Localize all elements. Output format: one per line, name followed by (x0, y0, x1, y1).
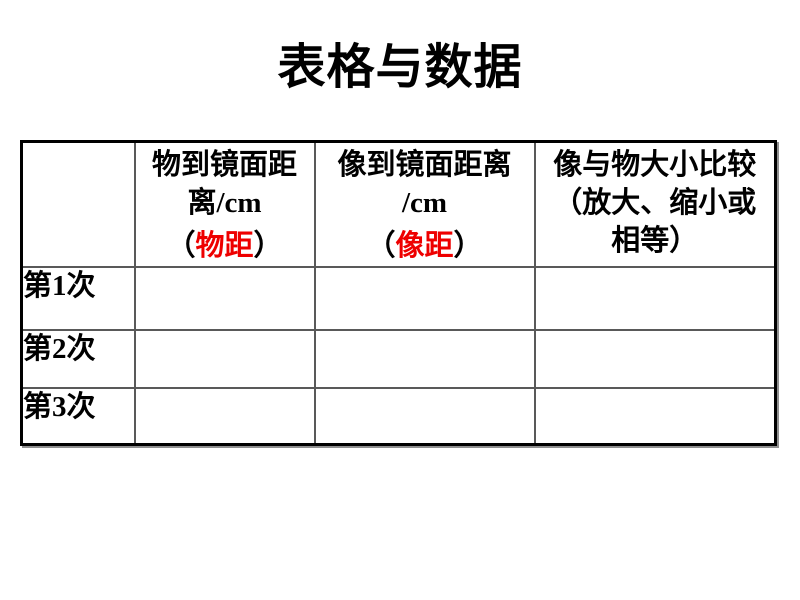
table-row-trial-2: 第2次 (20, 328, 777, 389)
header-image-distance: 像到镜面距离 /cm （像距） (313, 140, 536, 268)
object-distance-red-term: 物距 (195, 230, 254, 262)
header-object-distance-sublabel: （物距） (137, 227, 313, 265)
cell-trial-1-object-distance (133, 265, 316, 331)
cell-trial-3-object-distance (133, 386, 316, 446)
header-image-distance-sublabel: （像距） (317, 227, 533, 265)
row-label-trial-1: 第1次 (20, 265, 136, 331)
cell-trial-2-object-distance (133, 328, 316, 389)
row-label-trial-3: 第3次 (20, 386, 136, 446)
cell-trial-1-image-distance (313, 265, 536, 331)
cell-trial-2-image-distance (313, 328, 536, 389)
header-size-comparison-line2: （放大、缩小或 (553, 187, 757, 219)
experiment-data-table: 物到镜面距 离/cm （物距） 像到镜面距离 /cm （像距） 像与物大小比较 … (20, 140, 777, 446)
header-corner-cell (20, 140, 136, 268)
paren-close: ） (253, 230, 283, 262)
header-image-distance-line1: 像到镜面距离 (337, 149, 512, 181)
header-size-comparison-line3: 相等） (611, 225, 699, 257)
header-image-distance-line2: /cm (401, 187, 448, 219)
cell-trial-3-size-comparison (533, 386, 777, 446)
header-object-distance: 物到镜面距 离/cm （物距） (133, 140, 316, 268)
header-object-distance-line1: 物到镜面距 (151, 149, 297, 181)
row-label-trial-2: 第2次 (20, 328, 136, 389)
header-size-comparison: 像与物大小比较 （放大、缩小或 相等） (533, 140, 777, 268)
cell-trial-2-size-comparison (533, 328, 777, 389)
table-row-trial-1: 第1次 (20, 265, 777, 331)
cell-trial-3-image-distance (313, 386, 536, 446)
header-size-comparison-line1: 像与物大小比较 (553, 149, 757, 181)
header-object-distance-line2: 离/cm (187, 187, 262, 219)
table-row-trial-3: 第3次 (20, 386, 777, 446)
table-header-row: 物到镜面距 离/cm （物距） 像到镜面距离 /cm （像距） 像与物大小比较 … (20, 140, 777, 268)
cell-trial-1-size-comparison (533, 265, 777, 331)
paren-open: （ (366, 230, 396, 262)
paren-open: （ (166, 230, 196, 262)
paren-close: ） (453, 230, 483, 262)
page-title: 表格与数据 (277, 41, 523, 94)
image-distance-red-term: 像距 (395, 230, 454, 262)
